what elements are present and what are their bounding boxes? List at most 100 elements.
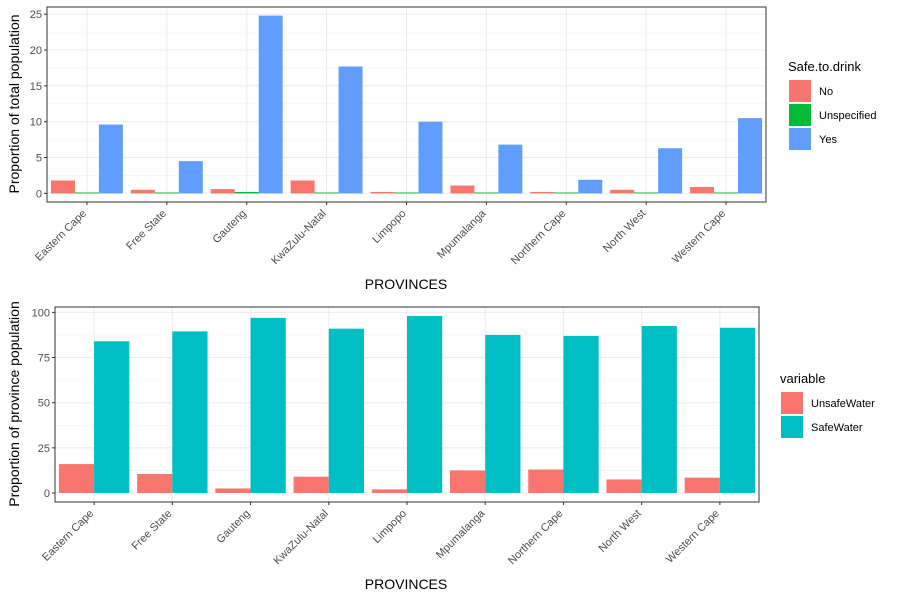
x-tick-label-free-state: Free State: [130, 508, 175, 553]
bar-no-north-west: [610, 189, 635, 194]
chart-province-water: 0 25 50 75 100 Eastern Cape Free State Gauteng…: [6, 301, 875, 592]
bar-unspecified-western-cape: [714, 192, 739, 194]
bar-unsafewater-gauteng: [215, 488, 251, 493]
x-tick-label-western-cape: Western Cape: [664, 508, 722, 566]
bar-no-mpumalanga: [450, 185, 475, 194]
bar-safewater-northern-cape: [563, 335, 599, 493]
bar-unspecified-limpopo: [394, 192, 419, 194]
legend: variable UnsafeWater SafeWater: [780, 371, 875, 438]
bar-yes-limpopo: [418, 121, 443, 194]
legend-label-no: No: [819, 86, 833, 98]
x-tick-label-eastern-cape: Eastern Cape: [40, 508, 96, 564]
bar-unspecified-free-state: [154, 192, 179, 194]
x-tick-label-limpopo: Limpopo: [370, 208, 408, 246]
y-axis-title: Proportion of total population: [6, 14, 22, 193]
legend-key-unsafewater: [781, 392, 803, 414]
x-axis-ticks: Eastern Cape Free State Gauteng KwaZulu-Nat…: [40, 502, 722, 567]
bar-unspecified-kwazulu-natal: [314, 192, 339, 194]
bar-no-free-state: [130, 189, 155, 194]
y-tick-label: 25: [30, 9, 42, 21]
x-tick-label-limpopo: Limpopo: [371, 508, 409, 546]
grid-lines: [47, 7, 766, 202]
bar-safewater-mpumalanga: [485, 334, 521, 493]
x-tick-label-northern-cape: Northern Cape: [506, 508, 566, 568]
x-tick-label-kwazulu-natal: KwaZulu-Natal: [271, 508, 330, 567]
x-axis-title: PROVINCES: [365, 276, 447, 292]
y-axis-title: Proportion of province population: [6, 301, 22, 506]
x-tick-label-north-west: North West: [601, 208, 648, 255]
legend-label-yes: Yes: [819, 134, 837, 146]
x-tick-label-free-state: Free State: [124, 208, 169, 253]
x-tick-label-mpumalanga: Mpumalanga: [435, 207, 489, 261]
legend: Safe.to.drink No Unspecified Yes: [788, 59, 876, 150]
bars: [50, 15, 763, 194]
y-tick-label: 0: [36, 188, 42, 200]
x-tick-label-kwazulu-natal: KwaZulu-Natal: [269, 208, 328, 267]
bar-unspecified-gauteng: [234, 191, 259, 194]
x-tick-label-mpumalanga: Mpumalanga: [434, 507, 488, 561]
y-axis-ticks: 0 5 10 15 20 25: [30, 9, 47, 200]
x-axis-ticks: Eastern Cape Free State Gauteng KwaZulu-Nat…: [33, 202, 728, 267]
bar-safewater-kwazulu-natal: [328, 328, 364, 493]
bar-unsafewater-limpopo: [371, 489, 407, 493]
bar-unspecified-northern-cape: [554, 192, 579, 194]
bar-no-limpopo: [370, 191, 395, 194]
legend-key-unspecified: [789, 104, 811, 126]
bars: [58, 316, 756, 493]
bar-unspecified-eastern-cape: [74, 192, 99, 194]
bar-no-gauteng: [210, 189, 235, 194]
bar-unsafewater-northern-cape: [528, 469, 564, 493]
bar-yes-northern-cape: [578, 179, 603, 194]
bar-yes-free-state: [178, 161, 203, 194]
bar-safewater-limpopo: [407, 316, 443, 493]
legend-label-unsafewater: UnsafeWater: [811, 398, 875, 410]
bar-safewater-western-cape: [719, 327, 756, 493]
bar-no-northern-cape: [530, 191, 555, 194]
y-tick-label: 0: [44, 488, 50, 500]
legend-key-safewater: [781, 416, 803, 438]
x-tick-label-gauteng: Gauteng: [211, 208, 249, 246]
legend-label-safewater: SafeWater: [811, 422, 863, 434]
y-tick-label: 15: [30, 81, 42, 93]
y-tick-label: 10: [30, 117, 42, 129]
x-tick-label-eastern-cape: Eastern Cape: [33, 208, 89, 264]
y-tick-label: 25: [38, 443, 50, 455]
legend-key-no: [789, 80, 811, 102]
bar-no-kwazulu-natal: [290, 180, 315, 194]
legend-label-unspecified: Unspecified: [819, 110, 876, 122]
x-tick-label-gauteng: Gauteng: [214, 508, 252, 546]
legend-title: Safe.to.drink: [788, 59, 861, 74]
chart-safe-to-drink: 0 5 10 15 20 25 Eastern Cape Free State Gauteng…: [6, 6, 876, 292]
bar-yes-eastern-cape: [98, 124, 123, 194]
bar-unsafewater-eastern-cape: [58, 464, 95, 493]
legend-key-yes: [789, 128, 811, 150]
y-tick-label: 5: [36, 153, 42, 165]
bar-yes-north-west: [658, 148, 683, 194]
bar-yes-gauteng: [258, 15, 283, 194]
x-tick-label-northern-cape: Northern Cape: [509, 208, 569, 268]
bar-safewater-eastern-cape: [94, 341, 130, 493]
x-tick-label-western-cape: Western Cape: [670, 208, 728, 266]
y-tick-label: 50: [38, 398, 50, 410]
x-tick-label-north-west: North West: [597, 508, 644, 555]
bar-safewater-free-state: [172, 331, 208, 493]
bar-unsafewater-free-state: [137, 474, 173, 493]
bar-unsafewater-western-cape: [684, 477, 720, 493]
bar-unspecified-mpumalanga: [474, 192, 499, 194]
bar-unspecified-north-west: [634, 192, 659, 194]
bar-unsafewater-mpumalanga: [450, 470, 486, 493]
y-tick-label: 75: [38, 353, 50, 365]
y-axis-ticks: 0 25 50 75 100: [32, 307, 55, 500]
x-axis-title: PROVINCES: [365, 576, 447, 592]
bar-unsafewater-north-west: [606, 479, 642, 493]
y-tick-label: 20: [30, 45, 42, 57]
y-tick-label: 100: [32, 307, 50, 319]
bar-yes-western-cape: [738, 118, 763, 194]
bar-safewater-gauteng: [250, 317, 286, 493]
bar-no-eastern-cape: [50, 180, 75, 194]
bar-unsafewater-kwazulu-natal: [293, 476, 329, 493]
bar-yes-mpumalanga: [498, 144, 523, 194]
legend-title: variable: [780, 371, 826, 386]
bar-yes-kwazulu-natal: [338, 66, 363, 194]
